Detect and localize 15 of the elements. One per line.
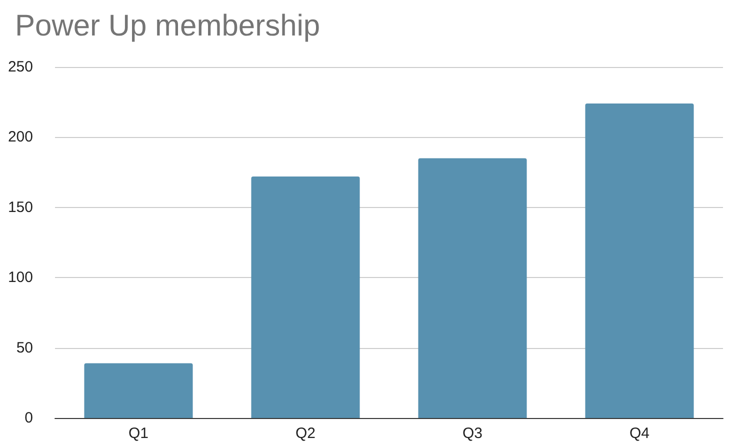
y-tick-label: 150 (8, 198, 33, 216)
y-tick-label: 200 (8, 128, 33, 146)
x-tick-label: Q3 (462, 425, 483, 442)
y-tick-label: 50 (16, 339, 33, 356)
bar (84, 363, 193, 418)
y-tick-label: 250 (8, 58, 33, 76)
bar (585, 104, 694, 418)
x-tick-label: Q1 (128, 425, 149, 442)
chart-title: Power Up membership (15, 10, 320, 42)
y-tick-label: 100 (8, 269, 33, 286)
x-tick-label: Q4 (629, 425, 650, 442)
y-tick-label: 0 (24, 410, 33, 426)
x-tick-label: Q2 (295, 425, 316, 442)
bar (418, 158, 527, 418)
bar (251, 176, 360, 418)
